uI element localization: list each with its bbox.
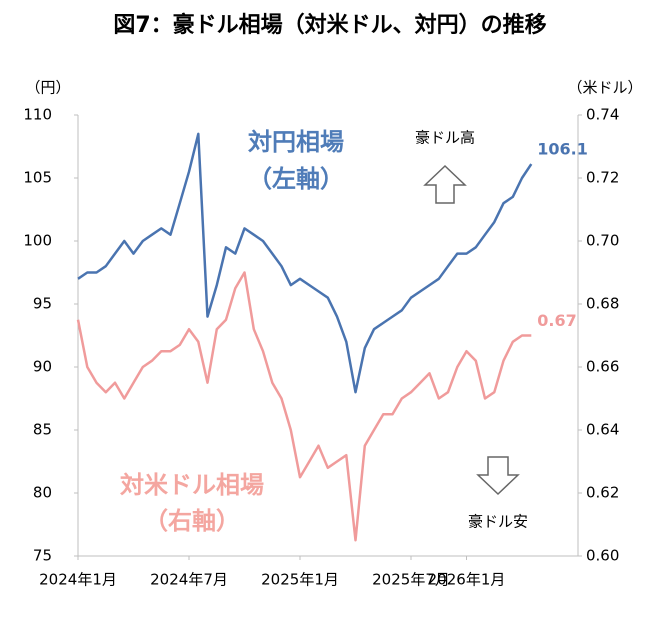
y-tick-label: 100 xyxy=(23,232,52,250)
series-label: 対米ドル相場 xyxy=(120,471,264,499)
y2-tick-label: 0.72 xyxy=(586,169,619,187)
y-tick-label: 95 xyxy=(33,295,52,313)
axis-note: （右軸） xyxy=(144,507,240,535)
y2-tick-label: 0.60 xyxy=(586,547,619,565)
annotation-up: 豪ドル高 xyxy=(415,129,475,147)
x-tick-label: 2025年1月 xyxy=(261,571,339,589)
y-tick-label: 80 xyxy=(33,484,52,502)
y2-unit: （米ドル） xyxy=(567,79,642,97)
y-unit: （円） xyxy=(25,79,70,97)
y-tick-label: 75 xyxy=(33,547,52,565)
axis-note: （左軸） xyxy=(248,165,344,193)
x-tick-label: 2025年7月 xyxy=(372,571,450,589)
down-arrow xyxy=(476,456,520,496)
x-tick-label: 2024年7月 xyxy=(150,571,228,589)
end-value-label: 106.1 xyxy=(537,140,588,159)
data-line xyxy=(77,132,533,394)
y-tick-label: 105 xyxy=(23,169,52,187)
y2-tick-label: 0.62 xyxy=(586,484,619,502)
chart-title: 図7：豪ドル相場（対米ドル、対円）の推移 xyxy=(113,12,546,38)
annotation-down: 豪ドル安 xyxy=(468,513,528,531)
y-tick-label: 90 xyxy=(33,358,52,376)
data-line xyxy=(76,271,532,542)
end-value-label: 0.67 xyxy=(537,311,576,330)
y2-tick-label: 0.66 xyxy=(586,358,619,376)
x-tick-label: 2026年1月 xyxy=(428,571,506,589)
x-tick-label: 2024年1月 xyxy=(39,571,117,589)
up-arrow xyxy=(423,164,467,204)
series-label: 対円相場 xyxy=(248,128,344,156)
y2-tick-label: 0.74 xyxy=(586,106,619,124)
y-tick-label: 110 xyxy=(23,106,52,124)
y2-tick-label: 0.64 xyxy=(586,421,619,439)
y2-tick-label: 0.68 xyxy=(586,295,619,313)
y2-tick-label: 0.70 xyxy=(586,232,619,250)
y-tick-label: 85 xyxy=(33,421,52,439)
